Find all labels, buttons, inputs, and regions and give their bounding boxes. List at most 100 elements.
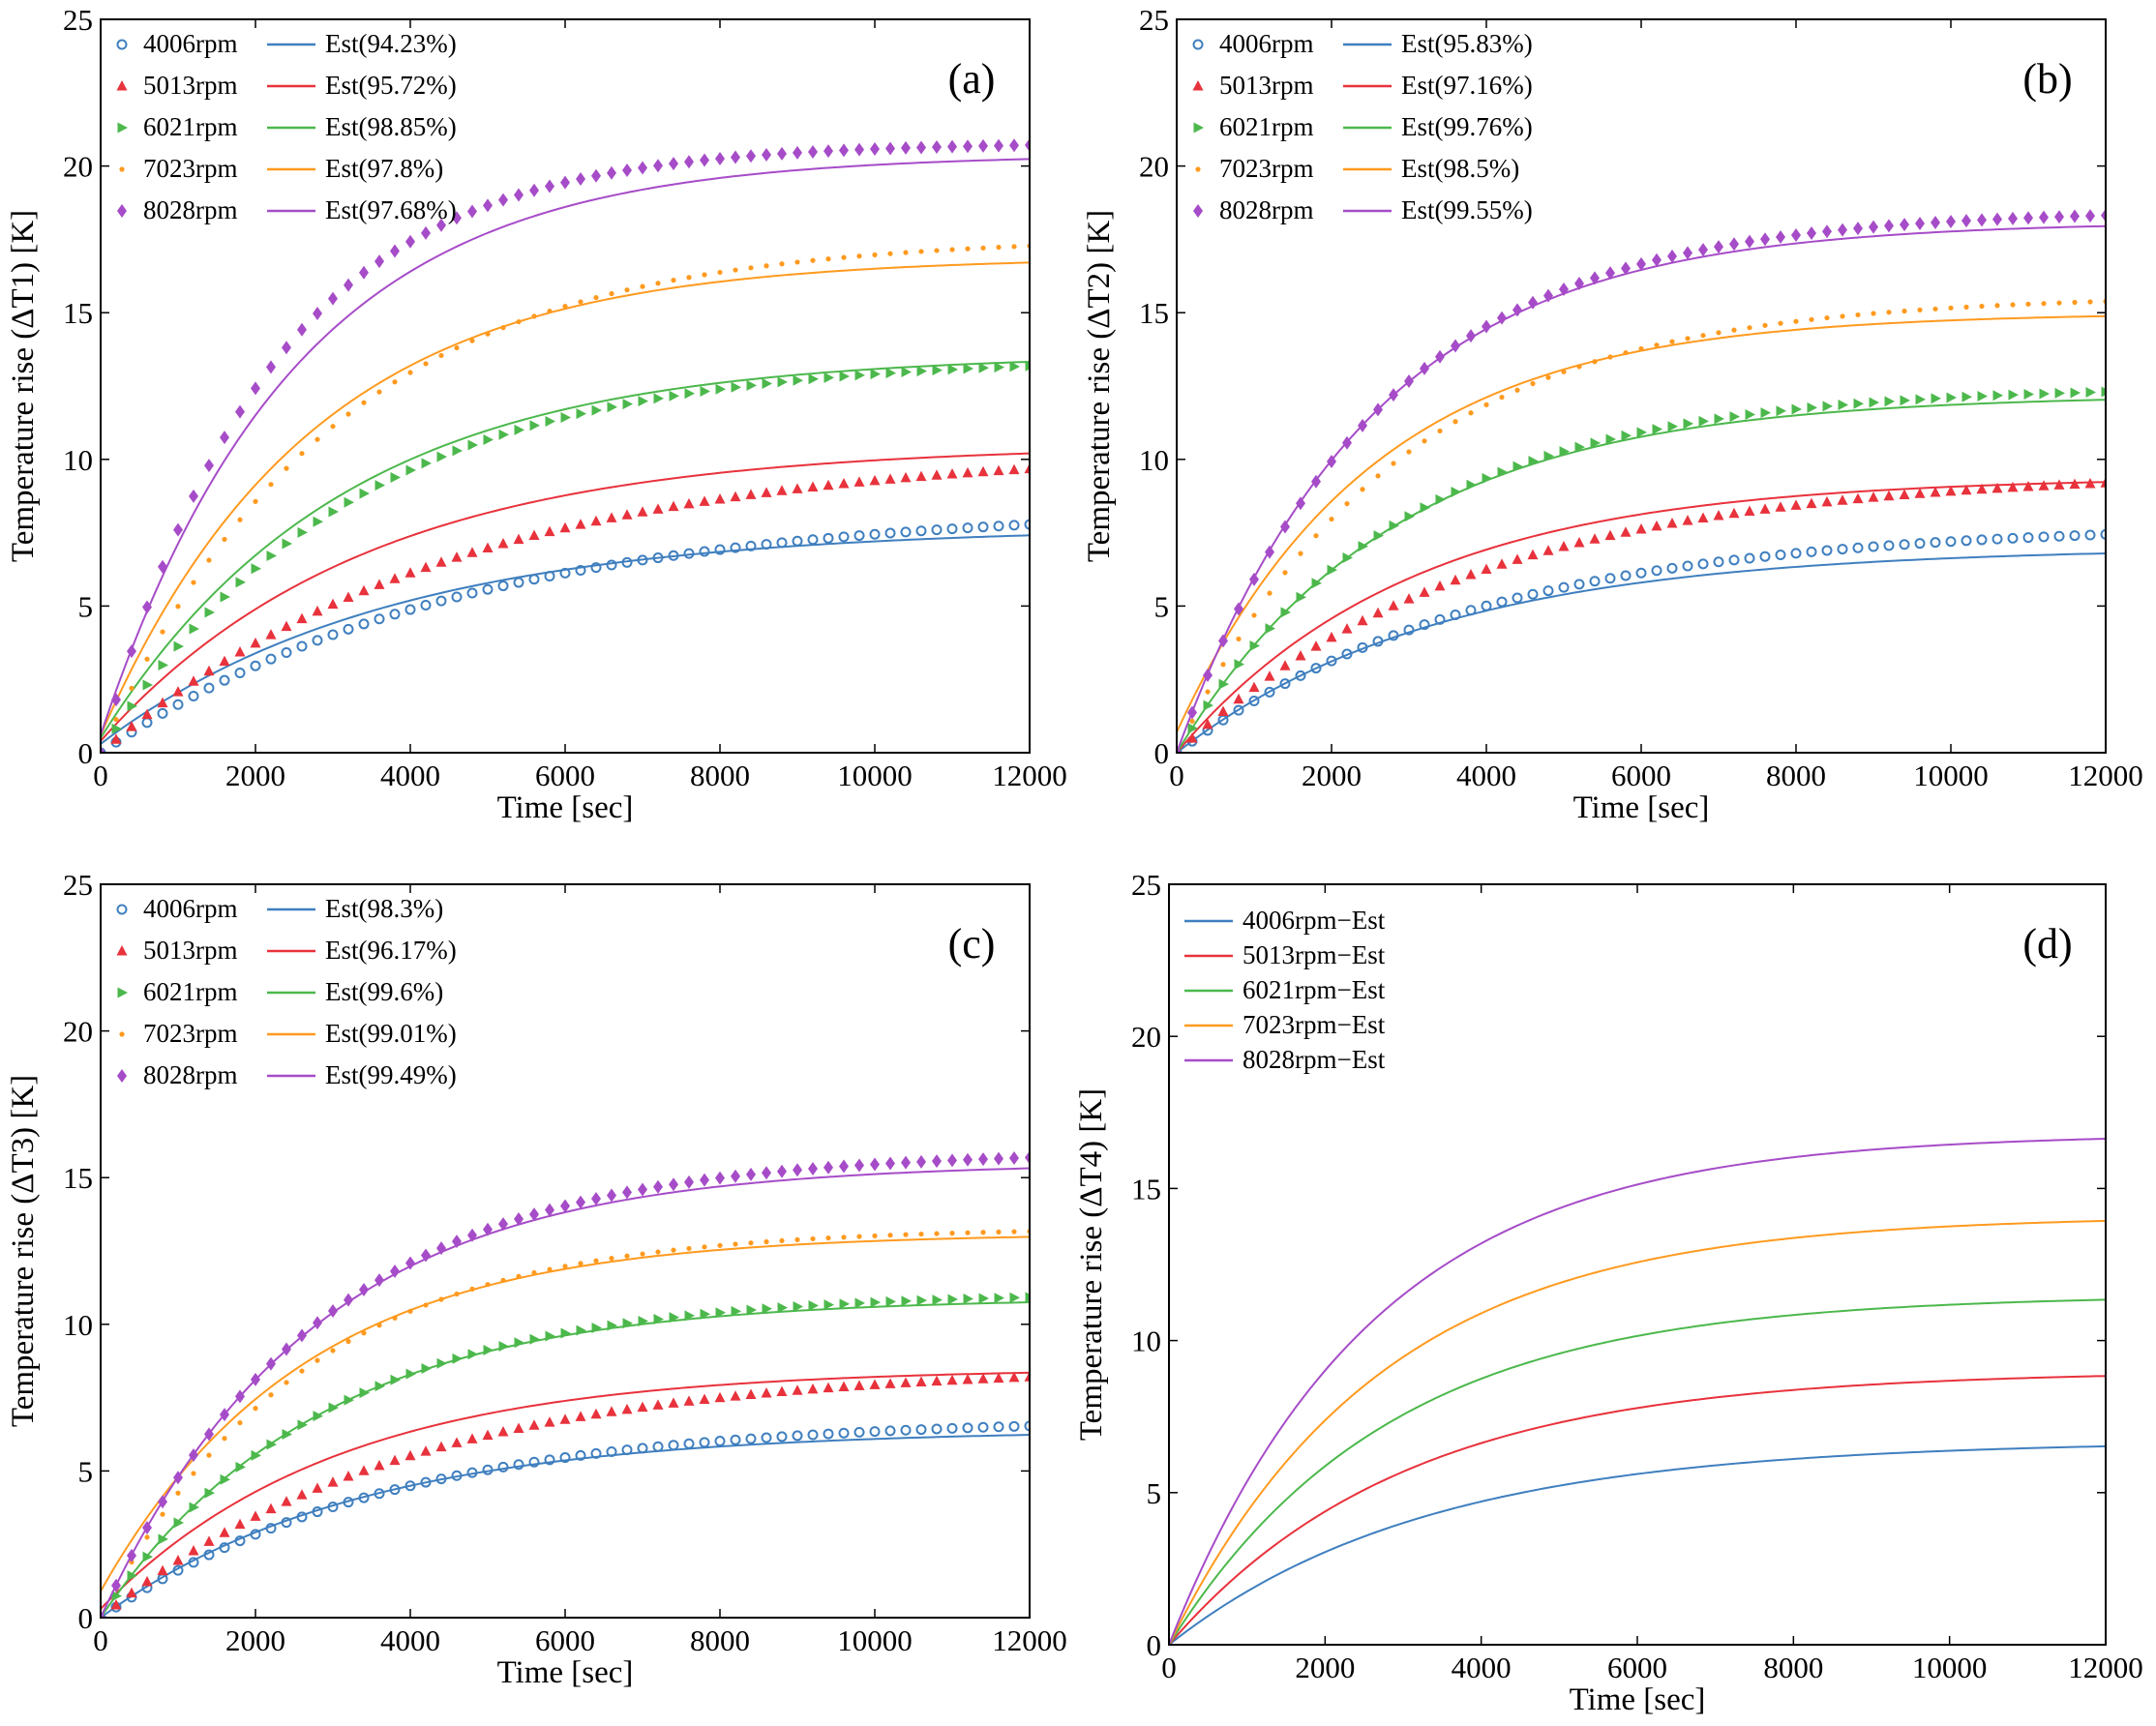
data-point [576, 408, 586, 420]
data-point [980, 1230, 986, 1235]
data-point [173, 1517, 184, 1529]
data-point [1451, 487, 1461, 498]
data-point [762, 378, 772, 390]
x-tick-label: 4000 [380, 1623, 440, 1657]
data-point [498, 429, 509, 440]
data-point [885, 1156, 895, 1171]
data-point [746, 379, 757, 391]
data-point [250, 1529, 261, 1540]
data-point [1948, 305, 1954, 311]
data-point [251, 1372, 260, 1386]
data-point [469, 1286, 475, 1292]
data-point [313, 306, 322, 320]
data-point [1607, 354, 1613, 360]
est-line-8028rpm [101, 158, 1030, 736]
data-point [189, 623, 199, 635]
data-point [1899, 489, 1910, 499]
data-point [497, 537, 509, 549]
data-point [110, 1598, 122, 1610]
data-point [2070, 209, 2080, 223]
data-point [265, 1523, 277, 1534]
data-point [576, 1195, 585, 1209]
data-point [1008, 1420, 1020, 1432]
data-point [528, 1456, 540, 1468]
data-point [2054, 387, 2065, 399]
data-point [621, 556, 633, 568]
data-point [500, 325, 506, 331]
data-point [1745, 234, 1754, 249]
data-point [1024, 519, 1030, 530]
data-point [1264, 670, 1275, 681]
data-point [993, 1372, 1004, 1384]
data-point [715, 383, 726, 395]
y-axis-label: Temperature rise (ΔT3) [K] [6, 1075, 41, 1427]
measured-series-7023rpm [101, 1229, 1030, 1618]
data-point [1375, 473, 1381, 479]
legend-entry-measured: 8028rpm [143, 1060, 238, 1089]
data-point [1327, 454, 1336, 468]
legend-entry-est: Est(95.72%) [325, 71, 457, 100]
data-point [312, 1506, 323, 1518]
data-point [777, 1164, 787, 1178]
data-point [376, 1323, 382, 1328]
data-point [931, 524, 943, 536]
data-point [1358, 418, 1367, 432]
data-point [838, 1381, 850, 1391]
data-point [1233, 704, 1244, 716]
data-point [110, 733, 122, 744]
data-point [717, 1242, 723, 1248]
data-point [513, 1459, 524, 1471]
data-point [700, 1308, 710, 1320]
data-point [1025, 360, 1030, 372]
measured-series-4006rpm [1177, 528, 2106, 753]
data-point [640, 1251, 645, 1257]
data-point [498, 1340, 509, 1352]
data-point [1573, 579, 1585, 590]
data-point [792, 1430, 803, 1442]
data-point [219, 674, 230, 686]
data-point [1466, 479, 1477, 491]
data-point [1481, 600, 1492, 611]
data-point [1296, 591, 1306, 603]
data-point [314, 436, 320, 442]
data-point [978, 1152, 988, 1167]
data-point [1434, 613, 1446, 625]
data-point [1326, 631, 1337, 642]
x-tick-label: 10000 [1913, 759, 1989, 792]
legend-entry-measured: 8028rpm [1219, 195, 1314, 224]
data-point [1512, 303, 1522, 317]
x-tick-label: 6000 [1607, 1651, 1667, 1684]
data-point [1759, 503, 1771, 514]
data-point [296, 1511, 308, 1523]
data-point [1776, 405, 1786, 417]
x-tick-label: 12000 [2068, 759, 2143, 792]
data-point [328, 291, 338, 306]
legend-entry-est: Est(94.23%) [325, 29, 457, 58]
data-point [514, 188, 524, 202]
data-point [715, 151, 725, 165]
data-point [1635, 522, 1647, 534]
data-point [343, 591, 354, 603]
data-point [1838, 223, 1847, 237]
data-point [1869, 220, 1878, 234]
data-point [392, 379, 398, 385]
data-point [101, 746, 105, 753]
data-point [203, 682, 215, 694]
data-point [1683, 246, 1692, 260]
data-point [158, 559, 167, 574]
data-point [900, 526, 912, 538]
data-point [607, 165, 616, 180]
data-point [1809, 316, 1814, 322]
legend-marker [117, 204, 127, 218]
data-point [653, 1314, 664, 1325]
data-point [483, 1222, 493, 1236]
data-point [1025, 1150, 1030, 1165]
data-point [1295, 649, 1306, 661]
data-point [839, 1159, 849, 1174]
x-tick-label: 8000 [1763, 1651, 1823, 1684]
data-point [993, 1421, 1004, 1433]
legend-entry-est: Est(98.3%) [325, 894, 443, 923]
data-point [500, 1277, 506, 1283]
data-point [1404, 374, 1414, 389]
est-line-4006rpm [1177, 551, 2106, 753]
